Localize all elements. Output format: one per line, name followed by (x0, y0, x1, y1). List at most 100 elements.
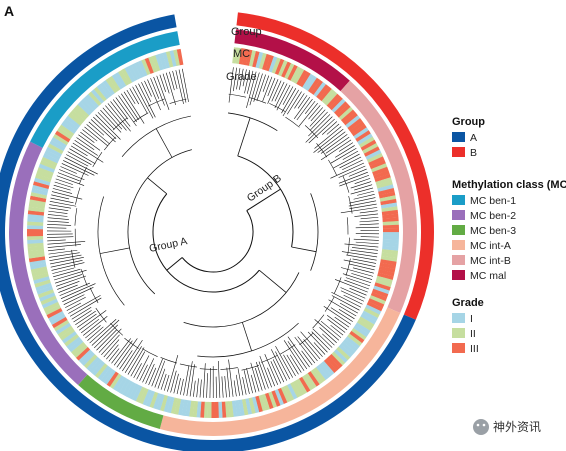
dendrogram-leaf (272, 359, 285, 383)
legend-mc-title: Methylation class (MC) (452, 179, 566, 191)
grade-ring-stripe (37, 167, 54, 176)
legend-label-mc-int-a: MC int-A (470, 240, 511, 252)
dendrogram-leaf (182, 68, 189, 102)
grade-ring-stripe (278, 60, 288, 77)
dendrogram-leaf (52, 267, 75, 274)
dendrogram-leaf (343, 259, 376, 268)
grade-ring-stripe (122, 380, 134, 397)
dendrogram-leaf (282, 86, 294, 105)
dendrogram-leaf (47, 224, 72, 226)
grade-ring-stripe (35, 174, 52, 183)
dendrogram-leaf (351, 273, 373, 280)
grade-ring-stripe (296, 69, 308, 86)
dendrogram-leaf (301, 350, 313, 366)
grade-ring-stripe (27, 221, 44, 226)
dendrogram-leaf (233, 380, 237, 397)
dendrogram-leaf (50, 257, 84, 265)
dendrogram-leaf (341, 251, 378, 258)
grade-ring-stripe (304, 373, 317, 389)
grade-ring-stripe (264, 392, 274, 410)
mc-ring-segment-mc-int-a (159, 307, 401, 437)
dendrogram-branch (291, 246, 317, 253)
dendrogram-leaf (170, 370, 177, 393)
grade-ring-stripe (53, 133, 69, 146)
dendrogram-leaf (142, 358, 155, 383)
grade-ring-stripe (328, 353, 343, 369)
dendrogram-branch (112, 117, 128, 131)
dendrogram-leaf (93, 116, 117, 140)
grade-ring-stripe (27, 246, 44, 252)
group-ring-segment-b (236, 12, 435, 320)
grade-ring-stripe (382, 238, 399, 244)
dendrogram-leaf (53, 268, 81, 278)
grade-ring-stripe (382, 217, 399, 223)
dendrogram-leaf (169, 71, 175, 91)
dendrogram-leaf (348, 200, 377, 207)
watermark-text: 神外资讯 (493, 420, 541, 434)
dendrogram-branch (347, 237, 350, 255)
dendrogram-leaf (96, 329, 117, 351)
dendrogram-leaf (224, 376, 227, 398)
grade-ring-stripe (353, 127, 369, 140)
grade-ring-stripe (232, 47, 238, 64)
legend-label-grade-iii: III (470, 343, 479, 355)
grade-ring-stripe (46, 307, 63, 319)
grade-ring-stripe (29, 199, 46, 206)
grade-ring-stripe (338, 344, 353, 358)
dendrogram-leaf (127, 347, 145, 375)
grade-ring-stripe (369, 159, 386, 170)
grade-ring-stripe (49, 313, 66, 325)
dendrogram-leaf (69, 148, 96, 164)
grade-ring-stripe (145, 390, 155, 407)
dendrogram-branch (304, 125, 319, 139)
grade-ring-stripe (287, 64, 298, 81)
grade-ring-stripe (151, 55, 161, 72)
grade-ring-stripe (358, 136, 375, 148)
dendrogram-leaf (129, 88, 140, 105)
dendrogram-leaf (270, 349, 288, 381)
dendrogram-leaf (78, 310, 107, 331)
grade-ring-stripe (54, 130, 71, 143)
dendrogram-leaf (326, 123, 340, 135)
grade-ring-stripe (214, 401, 219, 418)
dendrogram-leaf (50, 197, 74, 204)
grade-ring-stripe (211, 401, 216, 418)
grade-ring-stripe (382, 224, 399, 229)
grade-ring-stripe (366, 152, 384, 164)
dendrogram-leaf (56, 175, 85, 186)
grade-ring-stripe (295, 378, 308, 395)
grade-ring-stripe (128, 383, 140, 400)
dendrogram-leaf (243, 370, 250, 395)
grade-ring-stripe (82, 96, 97, 111)
dendrogram-leaf (74, 139, 98, 156)
dendrogram-leaf (154, 360, 166, 388)
dendrogram-branch (249, 97, 267, 104)
dendrogram-leaf (286, 354, 299, 375)
grade-ring-stripe (72, 107, 88, 121)
grade-ring-stripe (363, 146, 380, 157)
grade-ring-stripe (313, 81, 327, 98)
grade-ring-stripe (382, 235, 399, 240)
grade-ring-stripe (32, 184, 49, 193)
grade-ring-stripe (99, 82, 113, 98)
dendrogram-leaf (135, 85, 154, 119)
grade-ring-stripe (155, 54, 164, 71)
grade-ring-stripe (378, 265, 396, 273)
dendrogram-leaf (233, 67, 237, 92)
grade-ring-stripe (27, 210, 45, 216)
grade-ring-stripe (77, 101, 92, 116)
dendrogram-leaf (262, 76, 273, 102)
grade-ring-stripe (40, 295, 57, 306)
dendrogram-leaf (334, 316, 350, 328)
dendrogram-leaf (330, 324, 344, 336)
dendrogram-leaf (53, 184, 71, 191)
dendrogram-leaf (320, 134, 348, 154)
dendrogram-leaf (242, 376, 247, 395)
dendrogram-leaf (246, 368, 253, 394)
grade-ring-stripe (283, 385, 295, 402)
grade-ring-stripe (331, 351, 346, 366)
grade-ring-stripe (196, 401, 202, 418)
dendrogram-leaf (160, 373, 167, 390)
grade-ring-stripe (349, 121, 365, 134)
dendrogram-leaf (126, 89, 136, 105)
